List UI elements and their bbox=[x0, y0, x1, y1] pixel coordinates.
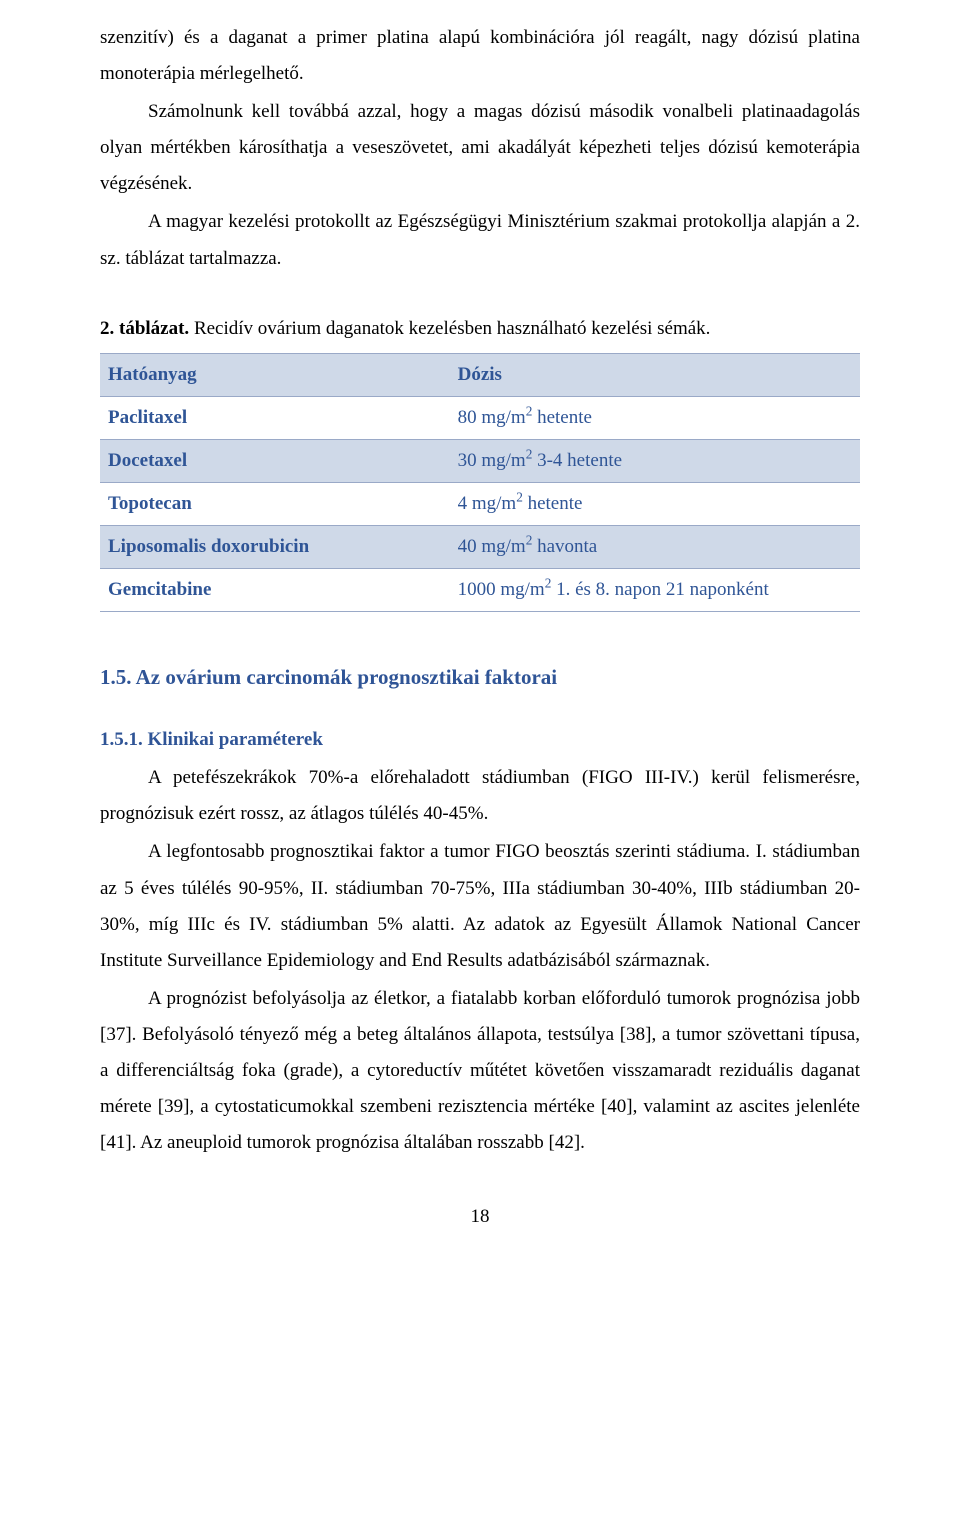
table-row: Topotecan 4 mg/m2 hetente bbox=[100, 483, 860, 526]
paragraph-sec-1: A petefészekrákok 70%-a előrehaladott st… bbox=[100, 760, 860, 832]
cell-dose: 80 mg/m2 hetente bbox=[450, 396, 860, 439]
table-row: Liposomalis doxorubicin 40 mg/m2 havonta bbox=[100, 526, 860, 569]
section-heading-1-5-1: 1.5.1. Klinikai paraméterek bbox=[100, 722, 860, 758]
dose-post: havonta bbox=[532, 536, 597, 557]
section-heading-1-5: 1.5. Az ovárium carcinomák prognosztikai… bbox=[100, 658, 860, 698]
table-header-row: Hatóanyag Dózis bbox=[100, 353, 860, 396]
cell-dose: 4 mg/m2 hetente bbox=[450, 483, 860, 526]
paragraph-sec-2: A legfontosabb prognosztikai faktor a tu… bbox=[100, 834, 860, 978]
dose-post: 1. és 8. napon 21 naponként bbox=[551, 579, 768, 600]
paragraph-top-2: Számolnunk kell továbbá azzal, hogy a ma… bbox=[100, 94, 860, 202]
dose-pre: 80 mg/m bbox=[458, 407, 526, 428]
cell-agent: Gemcitabine bbox=[100, 569, 450, 612]
paragraph-sec-3: A prognózist befolyásolja az életkor, a … bbox=[100, 981, 860, 1161]
drug-table: Hatóanyag Dózis Paclitaxel 80 mg/m2 hete… bbox=[100, 353, 860, 613]
dose-post: 3-4 hetente bbox=[532, 450, 622, 471]
table-caption-rest: Recidív ovárium daganatok kezelésben has… bbox=[189, 318, 710, 339]
table-row: Paclitaxel 80 mg/m2 hetente bbox=[100, 396, 860, 439]
table-row: Docetaxel 30 mg/m2 3-4 hetente bbox=[100, 439, 860, 482]
table-caption: 2. táblázat. Recidív ovárium daganatok k… bbox=[100, 311, 860, 347]
cell-agent: Docetaxel bbox=[100, 439, 450, 482]
table-caption-prefix: 2. táblázat. bbox=[100, 318, 189, 339]
dose-pre: 4 mg/m bbox=[458, 493, 517, 514]
cell-agent: Paclitaxel bbox=[100, 396, 450, 439]
cell-agent: Topotecan bbox=[100, 483, 450, 526]
cell-agent: Liposomalis doxorubicin bbox=[100, 526, 450, 569]
dose-post: hetente bbox=[532, 407, 592, 428]
table-row: Gemcitabine 1000 mg/m2 1. és 8. napon 21… bbox=[100, 569, 860, 612]
dose-pre: 30 mg/m bbox=[458, 450, 526, 471]
col-dose: Dózis bbox=[450, 353, 860, 396]
cell-dose: 1000 mg/m2 1. és 8. napon 21 naponként bbox=[450, 569, 860, 612]
page-number: 18 bbox=[100, 1199, 860, 1235]
dose-pre: 40 mg/m bbox=[458, 536, 526, 557]
cell-dose: 40 mg/m2 havonta bbox=[450, 526, 860, 569]
col-agent: Hatóanyag bbox=[100, 353, 450, 396]
dose-pre: 1000 mg/m bbox=[458, 579, 545, 600]
paragraph-top-1: szenzitív) és a daganat a primer platina… bbox=[100, 20, 860, 92]
paragraph-top-3: A magyar kezelési protokollt az Egészség… bbox=[100, 204, 860, 276]
cell-dose: 30 mg/m2 3-4 hetente bbox=[450, 439, 860, 482]
dose-sup: 2 bbox=[516, 490, 523, 505]
dose-post: hetente bbox=[523, 493, 583, 514]
